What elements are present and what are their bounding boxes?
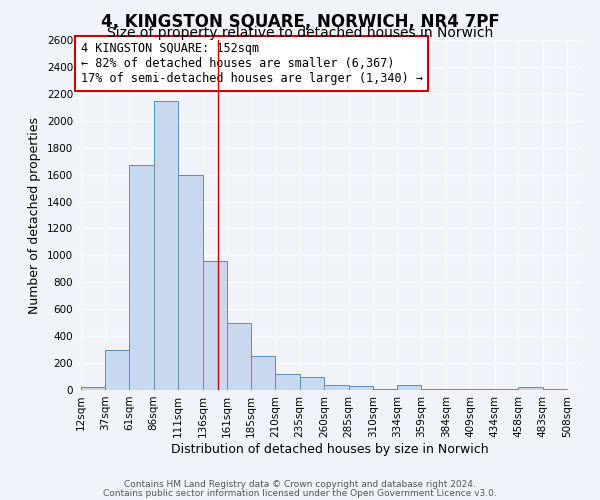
Bar — [349, 386, 373, 390]
Bar — [373, 388, 397, 390]
Y-axis label: Number of detached properties: Number of detached properties — [28, 116, 41, 314]
Text: Contains public sector information licensed under the Open Government Licence v3: Contains public sector information licen… — [103, 488, 497, 498]
Bar — [397, 384, 421, 390]
Bar — [446, 388, 470, 390]
Bar — [299, 376, 324, 390]
Text: 4 KINGSTON SQUARE: 152sqm
← 82% of detached houses are smaller (6,367)
17% of se: 4 KINGSTON SQUARE: 152sqm ← 82% of detac… — [80, 42, 422, 84]
Bar — [543, 388, 567, 390]
Text: Contains HM Land Registry data © Crown copyright and database right 2024.: Contains HM Land Registry data © Crown c… — [124, 480, 476, 489]
Bar — [154, 100, 178, 390]
Bar — [251, 356, 275, 390]
X-axis label: Distribution of detached houses by size in Norwich: Distribution of detached houses by size … — [171, 442, 489, 456]
Bar — [324, 386, 349, 390]
Bar — [227, 322, 251, 390]
Bar — [421, 388, 446, 390]
Bar — [106, 350, 129, 390]
Bar — [275, 374, 299, 390]
Bar — [81, 388, 106, 390]
Text: Size of property relative to detached houses in Norwich: Size of property relative to detached ho… — [107, 26, 493, 40]
Bar — [518, 388, 543, 390]
Bar — [129, 165, 154, 390]
Bar — [203, 261, 227, 390]
Bar — [495, 388, 518, 390]
Text: 4, KINGSTON SQUARE, NORWICH, NR4 7PF: 4, KINGSTON SQUARE, NORWICH, NR4 7PF — [101, 12, 499, 30]
Bar — [178, 174, 203, 390]
